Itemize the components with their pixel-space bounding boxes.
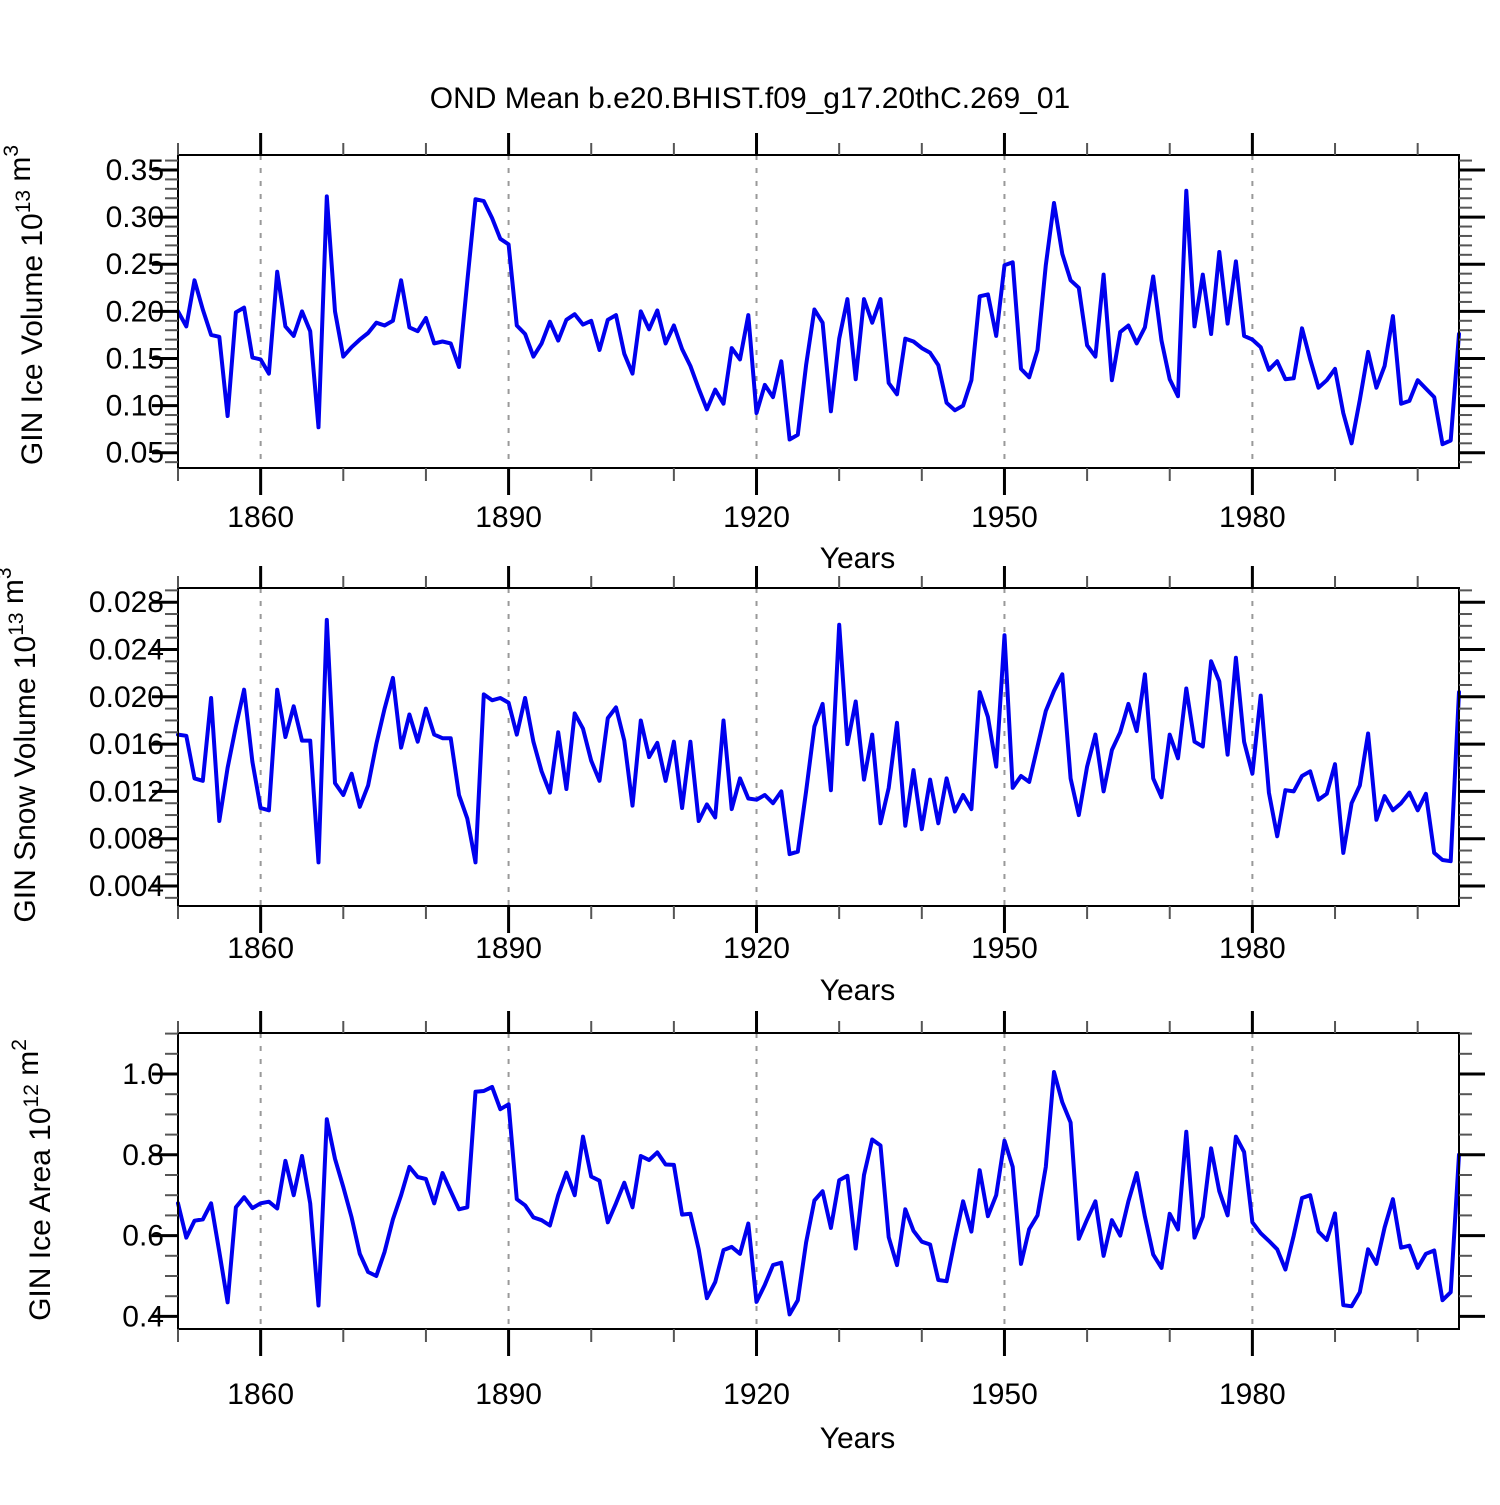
panel-ice-area: 1860 1890 1920 1950 1980 Years 0.4 0.6 0.8 1.0 GIN… (8, 1011, 1485, 1455)
plot-title: OND Mean b.e20.BHIST.f09_g17.20thC.269_0… (429, 82, 1071, 115)
ice-volume-yaxis-title: GIN Ice Volume 1013 m3 (0, 145, 49, 465)
x-tick-label-1860: 1860 (227, 501, 294, 534)
y-tick-label-0.012: 0.012 (89, 775, 164, 808)
y-tick-label-0.10: 0.10 (106, 390, 164, 423)
y-tick-label-0.20: 0.20 (106, 295, 164, 328)
y-tick-label-0.05: 0.05 (106, 437, 164, 470)
y-tick-label-0.024: 0.024 (89, 633, 164, 666)
x-tick-label-1860: 1860 (227, 932, 294, 965)
y-tick-label-0.020: 0.020 (89, 681, 164, 714)
ice-area-series-line (176, 1070, 1461, 1317)
x-tick-label-1950: 1950 (971, 1378, 1038, 1411)
snow-volume-yaxis-title: GIN Snow Volume 1013 m3 (0, 567, 42, 922)
ice-area-frame (177, 1032, 1460, 1330)
y-tick-label-0.8: 0.8 (122, 1139, 164, 1172)
y-tick-label-0.004: 0.004 (89, 870, 164, 903)
snow-volume-frame (177, 587, 1460, 907)
y-tick-label-0.008: 0.008 (89, 823, 164, 856)
y-tick-label-0.028: 0.028 (89, 586, 164, 619)
y-tick-label-0.016: 0.016 (89, 728, 164, 761)
x-tick-label-1890: 1890 (475, 501, 542, 534)
ice-volume-frame (177, 154, 1460, 469)
panel-snow-volume: 1860 1890 1920 1950 1980 Years 0.004 0.008 0.012… (0, 566, 1485, 1007)
snow-volume-series-line (176, 617, 1461, 865)
snow-volume-xaxis-title: Years (820, 974, 896, 1007)
y-tick-label-1.0: 1.0 (122, 1058, 164, 1091)
ice-area-xaxis-title: Years (820, 1422, 896, 1455)
x-tick-label-1980: 1980 (1219, 501, 1286, 534)
y-tick-label-0.15: 0.15 (106, 342, 164, 375)
x-tick-label-1950: 1950 (971, 501, 1038, 534)
x-tick-label-1890: 1890 (475, 932, 542, 965)
y-tick-label-0.30: 0.30 (106, 201, 164, 234)
ice-area-yaxis-title: GIN Ice Area 1012 m2 (8, 1039, 57, 1321)
x-tick-label-1980: 1980 (1219, 1378, 1286, 1411)
x-tick-label-1920: 1920 (723, 1378, 790, 1411)
y-tick-label-0.35: 0.35 (106, 154, 164, 187)
x-tick-label-1920: 1920 (723, 501, 790, 534)
y-tick-label-0.6: 0.6 (122, 1220, 164, 1253)
y-tick-label-0.25: 0.25 (106, 248, 164, 281)
ice-volume-series-line (176, 188, 1461, 447)
panel-ice-volume: 1860 1890 1920 1950 1980 Years 0.05 0.10 0.15 0.2… (0, 133, 1485, 575)
y-tick-label-0.4: 0.4 (122, 1300, 164, 1333)
x-tick-label-1920: 1920 (723, 932, 790, 965)
x-tick-label-1980: 1980 (1219, 932, 1286, 965)
x-tick-label-1950: 1950 (971, 932, 1038, 965)
ice-volume-xaxis-title: Years (820, 542, 896, 575)
x-tick-label-1860: 1860 (227, 1378, 294, 1411)
x-tick-label-1890: 1890 (475, 1378, 542, 1411)
